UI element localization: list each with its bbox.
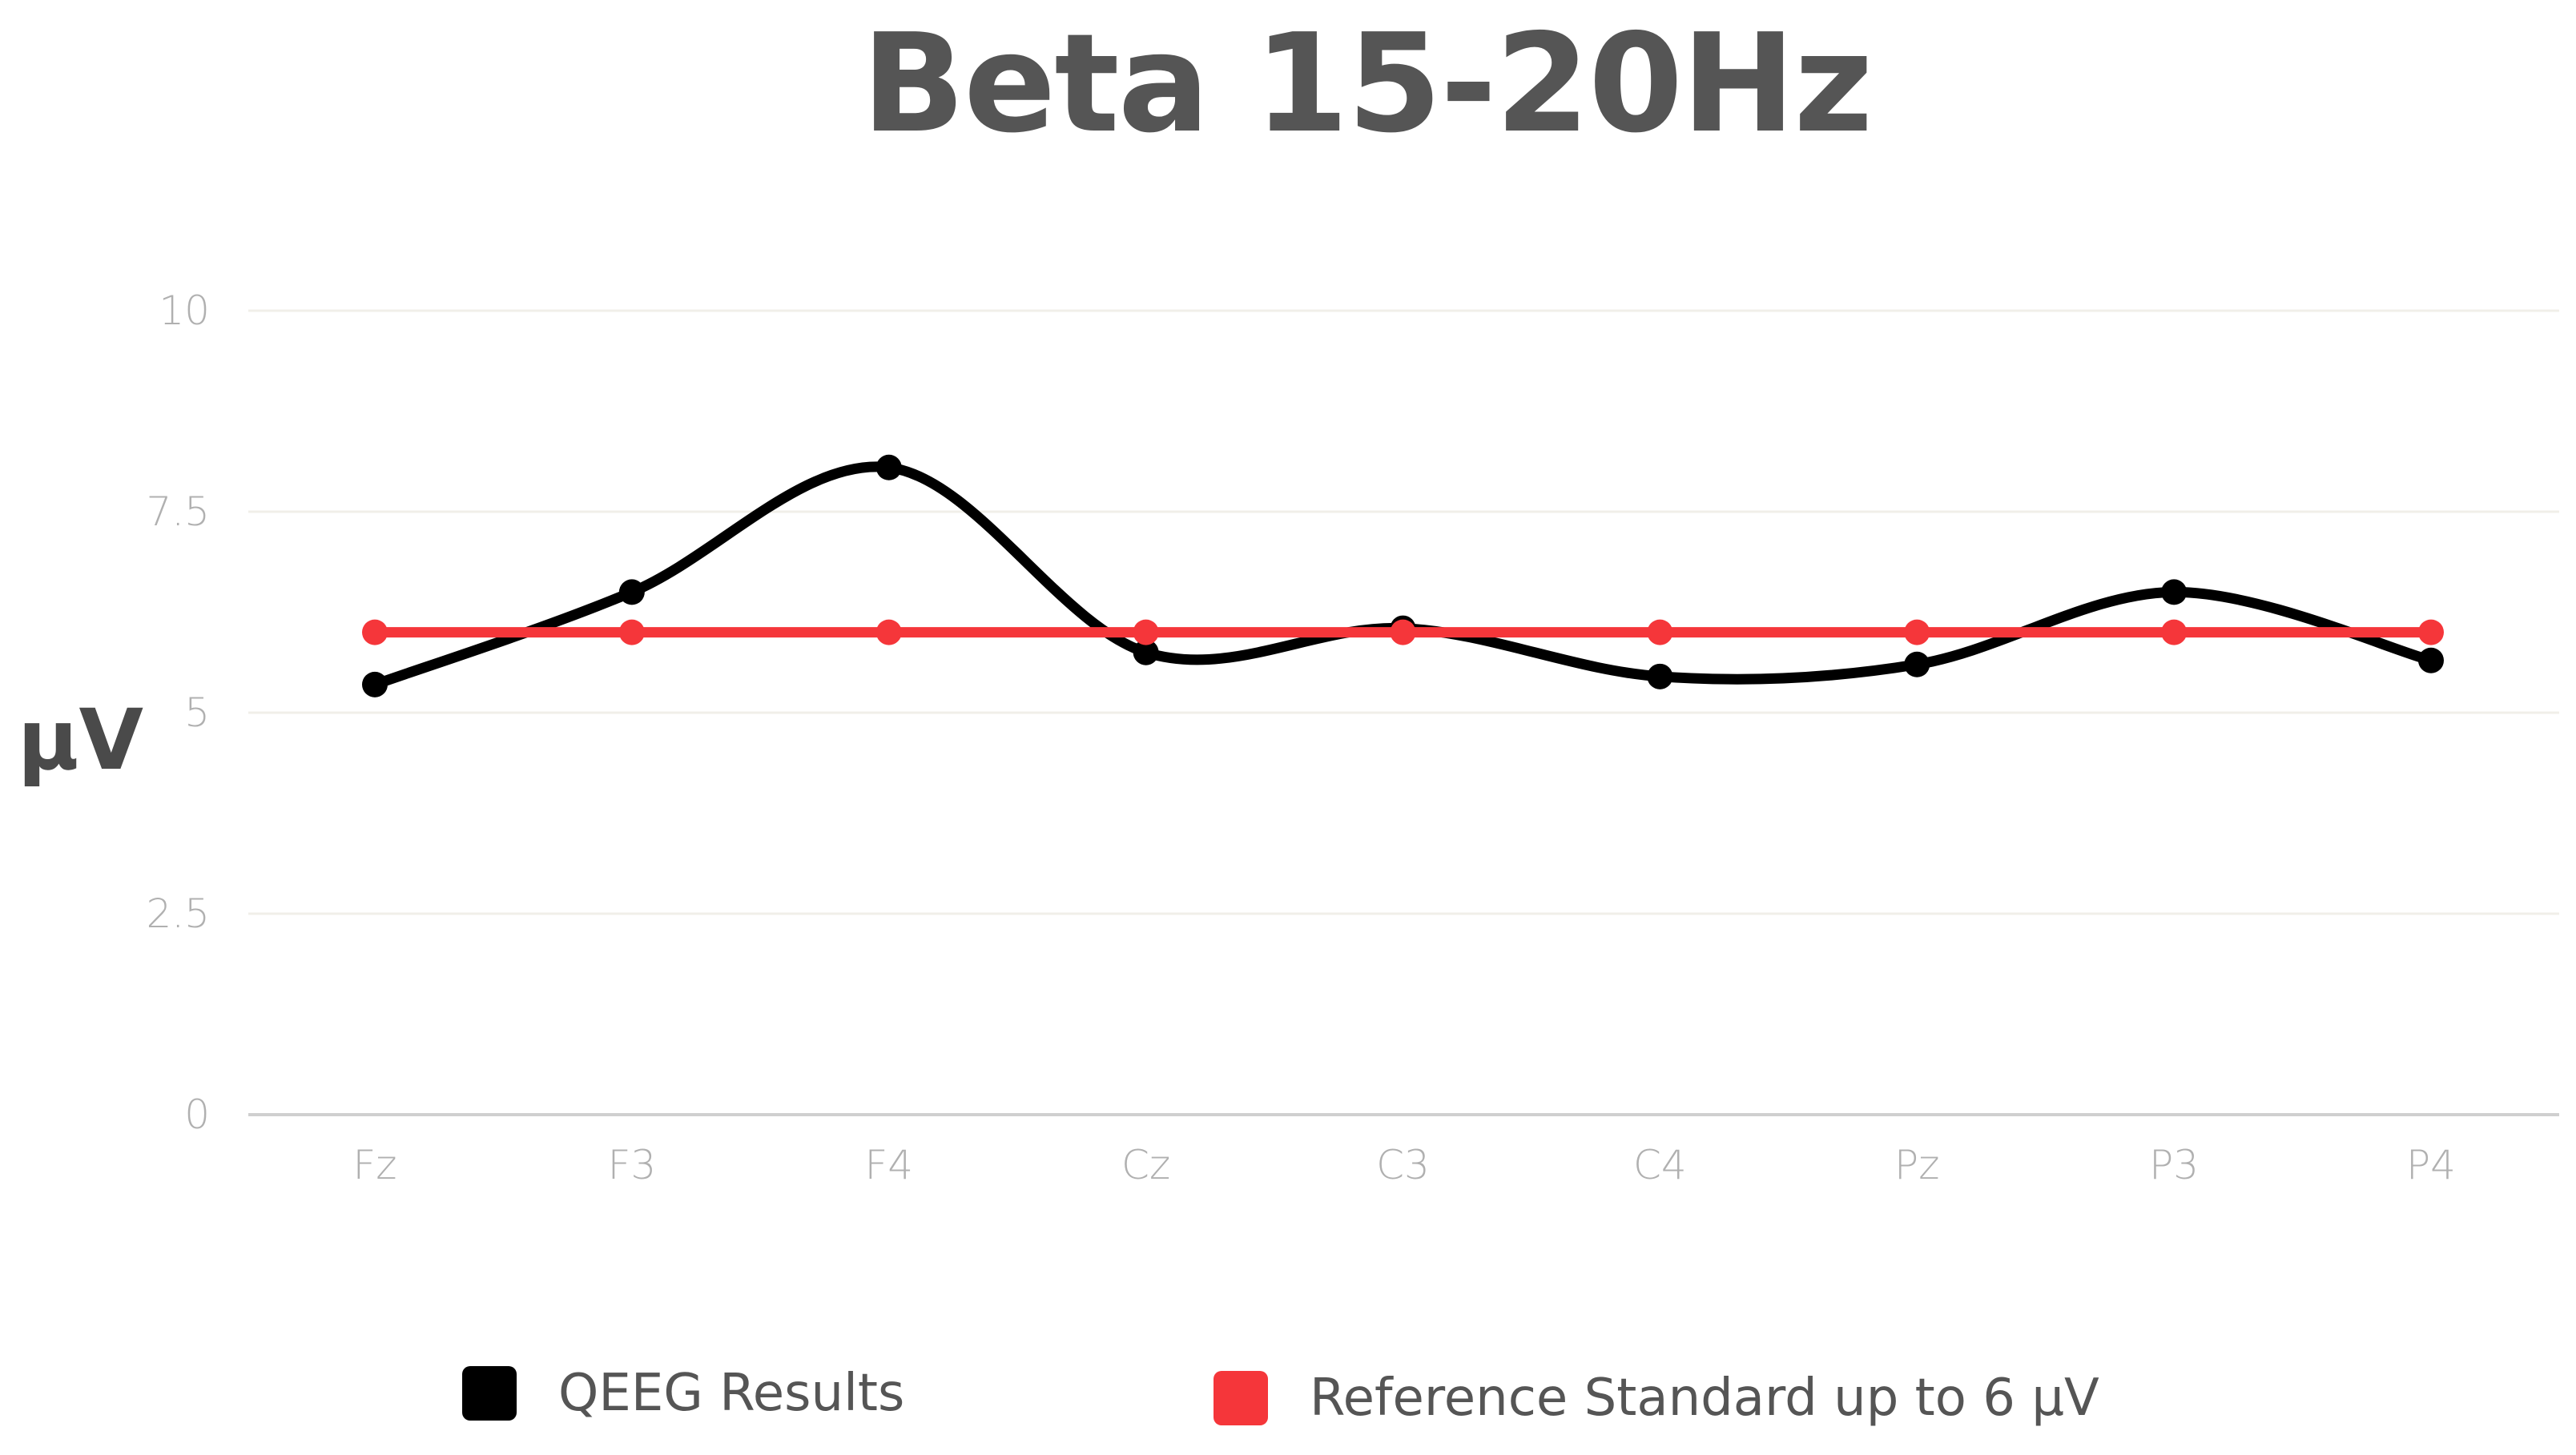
data-point-reference-standard-up-to-6-v-pz (1904, 619, 1930, 645)
y-tick-label: 2.5 (146, 890, 210, 937)
data-point-qeeg-results-f4 (875, 454, 902, 480)
data-point-reference-standard-up-to-6-v-fz (362, 619, 388, 645)
legend-swatch-reference-standard (1214, 1371, 1268, 1425)
x-tick-label: C3 (1376, 1142, 1430, 1188)
y-tick-label: 5 (184, 689, 210, 736)
data-point-reference-standard-up-to-6-v-f3 (618, 619, 645, 645)
data-point-qeeg-results-p4 (2418, 647, 2444, 673)
series-line-qeeg-results (369, 461, 2437, 690)
y-axis-label: µV (18, 691, 143, 789)
x-tick-label: Pz (1894, 1142, 1939, 1188)
data-point-reference-standard-up-to-6-v-c3 (1390, 619, 1416, 645)
data-point-qeeg-results-f3 (618, 579, 645, 605)
data-point-reference-standard-up-to-6-v-p3 (2161, 619, 2188, 645)
data-point-qeeg-results-fz (362, 671, 388, 697)
legend-item-qeeg-results: QEEG Results (462, 1361, 904, 1425)
legend-label-reference-standard: Reference Standard up to 6 µV (1310, 1369, 2099, 1428)
y-tick-label: 7.5 (146, 488, 210, 535)
legend-item-reference-standard: Reference Standard up to 6 µV (1214, 1366, 2099, 1430)
x-tick-label: F3 (608, 1142, 657, 1188)
x-axis-ticks: Fz F3 F4 Cz C3 C4 Pz P3 P4 (352, 1142, 2455, 1188)
chart-title: Beta 15-20Hz (861, 5, 1874, 163)
y-axis-ticks: 0 2.5 5 7.5 10 (146, 287, 210, 1138)
y-tick-label: 0 (184, 1091, 210, 1138)
series-layer (362, 454, 2444, 697)
data-point-qeeg-results-p3 (2161, 579, 2188, 605)
x-tick-label: F4 (864, 1142, 913, 1188)
legend-swatch-qeeg-results (462, 1366, 517, 1421)
data-point-qeeg-results-pz (1904, 651, 1930, 677)
data-point-qeeg-results-c4 (1647, 663, 1673, 689)
data-point-reference-standard-up-to-6-v-cz (1133, 619, 1159, 645)
x-tick-label: Cz (1121, 1142, 1170, 1188)
x-tick-label: C4 (1633, 1142, 1687, 1188)
x-tick-label: P4 (2406, 1142, 2456, 1188)
x-tick-label: Fz (352, 1142, 396, 1188)
x-tick-label: P3 (2149, 1142, 2199, 1188)
legend-label-qeeg-results: QEEG Results (558, 1364, 905, 1423)
data-point-reference-standard-up-to-6-v-p4 (2418, 619, 2444, 645)
y-tick-label: 10 (159, 287, 210, 334)
data-point-reference-standard-up-to-6-v-c4 (1647, 619, 1673, 645)
data-point-reference-standard-up-to-6-v-f4 (875, 619, 902, 645)
gridlines (248, 309, 2559, 1116)
data-point-qeeg-results-cz (1133, 639, 1159, 665)
